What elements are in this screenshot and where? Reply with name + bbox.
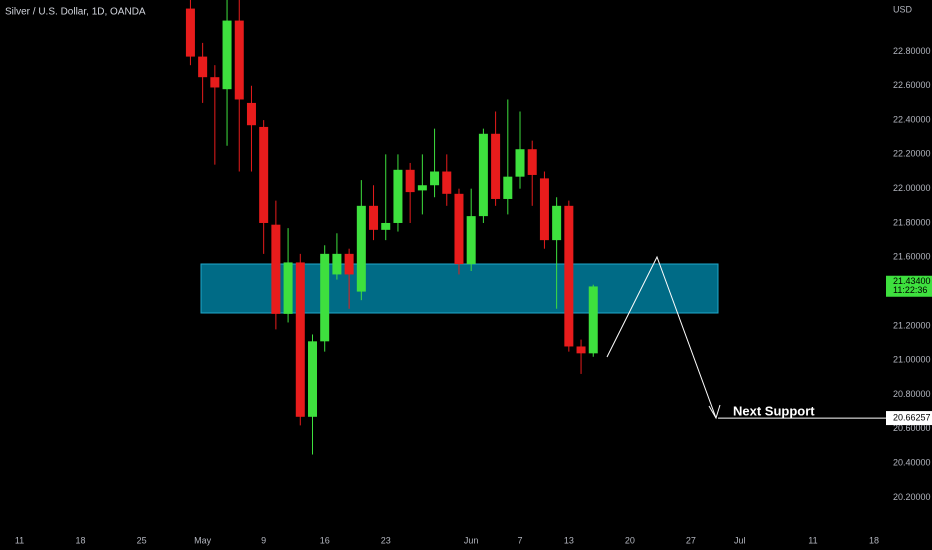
candle-body (442, 171, 452, 194)
candle-body (454, 193, 464, 265)
x-tick-label: 27 (686, 535, 696, 545)
last-price-box (886, 275, 932, 297)
support-box (886, 411, 932, 426)
candle-body (430, 171, 440, 186)
y-tick-label: 22.80000 (893, 46, 931, 56)
x-tick-label: Jul (734, 535, 746, 545)
candle-body (491, 133, 501, 199)
candle-body (478, 133, 488, 217)
y-tick-label: 20.40000 (893, 457, 931, 467)
candle-body (234, 20, 244, 100)
y-tick-label: 20.80000 (893, 389, 931, 399)
candle-body (307, 341, 317, 417)
y-tick-label: 21.60000 (893, 252, 931, 262)
candle-body (381, 222, 391, 230)
x-tick-label: Jun (464, 535, 479, 545)
candle-body (527, 149, 537, 175)
candles (185, 0, 598, 455)
candle-body (417, 185, 427, 191)
candle-body (210, 77, 220, 88)
candle-body (539, 178, 549, 241)
candle-body (295, 262, 305, 417)
x-tick-label: May (194, 535, 212, 545)
candle-body (185, 8, 195, 57)
candle-body (332, 253, 342, 275)
x-tick-label: 23 (381, 535, 391, 545)
candle-body (222, 20, 232, 90)
x-tick-label: 7 (518, 535, 523, 545)
y-tick-label: 22.00000 (893, 183, 931, 193)
candle-body (259, 126, 269, 223)
x-tick-label: 13 (564, 535, 574, 545)
candle-body (271, 224, 281, 314)
candle-body (369, 205, 379, 230)
x-tick-label: 11 (808, 535, 817, 545)
candle-body (588, 286, 598, 354)
support-annotation: Next Support (733, 404, 815, 419)
y-tick-label: 22.40000 (893, 114, 931, 124)
candle-body (466, 216, 476, 265)
x-tick-label: 9 (261, 535, 266, 545)
candle-body (320, 253, 330, 342)
candle-body (576, 346, 586, 354)
x-tick-label: 18 (869, 535, 879, 545)
countdown-label: 11:22:36 (893, 285, 927, 295)
candle-body (344, 253, 354, 275)
y-tick-label: 20.60000 (893, 423, 931, 433)
candle-body (356, 205, 366, 292)
y-tick-label: 22.60000 (893, 80, 931, 90)
y-tick-label: 21.20000 (893, 320, 931, 330)
x-tick-label: 20 (625, 535, 635, 545)
last-price-label: 21.43400 (893, 276, 931, 286)
y-tick-label: 21.00000 (893, 355, 931, 365)
candle-body (283, 262, 293, 314)
x-tick-label: 25 (137, 535, 147, 545)
candle-body (405, 169, 415, 193)
projection-arrow (606, 255, 717, 419)
candle-body (198, 56, 208, 78)
candle-body (393, 169, 403, 223)
candle-body (246, 102, 256, 126)
y-tick-label: 22.20000 (893, 149, 931, 159)
y-tick-label: 20.20000 (893, 492, 931, 502)
arrow-head (708, 404, 721, 420)
x-tick-label: 18 (76, 535, 86, 545)
candle-body (503, 176, 513, 199)
x-tick-label: 11 (15, 535, 24, 545)
x-tick-label: 16 (320, 535, 330, 545)
candle-body (515, 149, 525, 177)
support-label: 20.66257 (893, 412, 931, 422)
candle-body (552, 205, 562, 241)
chart-title: Silver / U.S. Dollar, 1D, OANDA (5, 7, 146, 18)
currency-label: USD (893, 4, 913, 14)
y-tick-label: 21.80000 (893, 217, 931, 227)
candle-body (564, 205, 574, 347)
